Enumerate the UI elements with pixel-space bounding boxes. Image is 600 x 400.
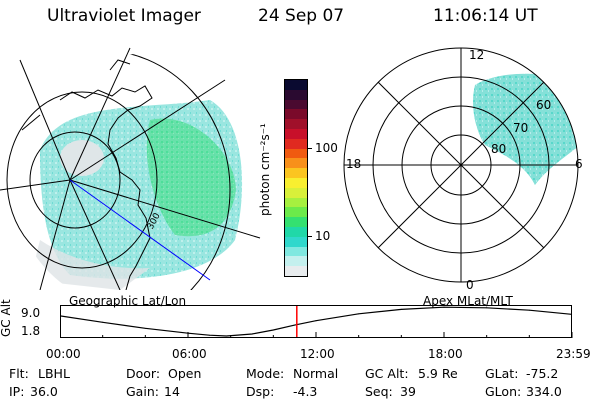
altitude-line — [60, 306, 572, 337]
altitude-point — [144, 327, 146, 329]
altitude-point — [60, 315, 61, 317]
colorbar-swatch — [285, 128, 307, 139]
colorbar-unit-label: photon cm⁻²s⁻¹ — [258, 123, 272, 216]
colorbar-tick-10: 10 — [315, 229, 331, 243]
colorbar-swatch — [285, 138, 307, 149]
altitude-point — [528, 309, 530, 311]
coastline — [59, 85, 153, 290]
ytick-9: 9.0 — [21, 306, 41, 320]
colorbar-swatch — [285, 226, 307, 237]
info-dsp-value: -4.3 — [293, 384, 318, 399]
info-seq-key: Seq: — [365, 384, 393, 399]
left-emission-fringe — [30, 240, 150, 290]
colorbar-swatch — [285, 168, 307, 178]
colorbar-swatch — [285, 99, 307, 110]
xtick-0000: 00:00 — [46, 347, 81, 361]
info-door-key: Door: — [126, 366, 161, 381]
altitude-point — [315, 320, 317, 322]
info-glat-key: GLat: — [485, 366, 519, 381]
sun-direction-line — [69, 179, 211, 281]
left-emission-patch — [60, 140, 104, 176]
colorbar-swatch — [285, 266, 307, 276]
colorbar-swatch — [285, 177, 307, 188]
info-glat-value: -75.2 — [526, 366, 559, 381]
polar-grid — [343, 47, 579, 283]
altitude-point — [294, 324, 296, 326]
instrument-title: Ultraviolet Imager — [47, 6, 201, 26]
timeline-ylabel: GC Alt — [0, 299, 13, 337]
colorbar-swatch — [285, 207, 307, 218]
mlt-6-label: 6 — [575, 157, 583, 171]
altitude-point — [225, 335, 227, 337]
polar-map: 12 18 6 0 60 70 80 — [343, 47, 583, 292]
mlat-80-label: 80 — [491, 142, 506, 156]
mlt-18-label: 18 — [346, 157, 361, 171]
geographic-map: 300 — [0, 47, 261, 290]
altitude-point — [571, 313, 573, 315]
info-gain-value: 14 — [164, 384, 180, 399]
altitude-point — [443, 306, 445, 308]
left-map-grid — [0, 47, 261, 290]
xtick-0600: 06:00 — [172, 347, 207, 361]
altitude-point — [102, 321, 104, 323]
info-dsp-key: Dsp: — [246, 384, 275, 399]
info-mode-key: Mode: — [246, 366, 285, 381]
colorbar-swatch — [285, 256, 307, 267]
info-glon-value: 334.0 — [526, 384, 562, 399]
altitude-point — [187, 332, 189, 334]
ytick-1-8: 1.8 — [21, 324, 41, 338]
xtick-1800: 18:00 — [428, 347, 463, 361]
info-ip-value: 36.0 — [30, 384, 58, 399]
info-gcalt-key: GC Alt: — [365, 366, 409, 381]
mlat-60-label: 60 — [536, 98, 551, 112]
colorbar-swatch — [285, 187, 307, 198]
info-ip-key: IP: — [9, 384, 25, 399]
colorbar-swatch — [285, 197, 307, 208]
info-gcalt-value: 5.9 Re — [418, 366, 458, 381]
timeline-ticks — [60, 332, 573, 338]
polar-auroral-emission — [473, 73, 578, 185]
colorbar-tick-mark — [307, 236, 312, 237]
apex-caption: Apex MLat/MLT — [423, 294, 513, 308]
date-label: 24 Sep 07 — [258, 6, 345, 26]
left-auroral-core — [146, 118, 236, 237]
info-gain-key: Gain: — [126, 384, 159, 399]
colorbar-swatch — [285, 246, 307, 257]
mlt-12-label: 12 — [469, 48, 484, 62]
info-mode-value: Normal — [293, 366, 339, 381]
info-flt-value: LBHL — [38, 366, 70, 381]
geographic-caption: Geographic Lat/Lon — [69, 294, 187, 308]
info-glon-key: GLon: — [485, 384, 522, 399]
info-flt-key: Flt: — [9, 366, 29, 381]
time-label: 11:06:14 UT — [433, 6, 538, 26]
colorbar-tick-mark — [307, 148, 312, 149]
altitude-point — [400, 308, 402, 310]
altitude-point — [251, 333, 253, 335]
mlt-0-label: 0 — [466, 278, 474, 292]
altitude-point — [358, 313, 360, 315]
colorbar-swatch — [285, 236, 307, 247]
altitude-point — [208, 334, 210, 336]
colorbar-swatch — [285, 109, 307, 120]
colorbar-swatch — [285, 80, 307, 90]
xtick-1200: 12:00 — [300, 347, 335, 361]
colorbar-tick-100: 100 — [315, 141, 338, 155]
altitude-point — [272, 329, 274, 331]
colorbar-swatch — [285, 148, 307, 159]
colorbar-swatch — [285, 217, 307, 227]
xtick-2359: 23:59 — [556, 347, 591, 361]
colorbar-swatch — [285, 158, 307, 169]
colorbar-swatch — [285, 119, 307, 129]
colorbar — [284, 79, 308, 277]
colorbar-swatch — [285, 89, 307, 100]
info-door-value: Open — [168, 366, 202, 381]
altitude-point — [486, 307, 488, 309]
altitude-points — [60, 306, 573, 337]
info-seq-value: 39 — [400, 384, 416, 399]
altitude-timeline — [60, 305, 573, 338]
mlat-70-label: 70 — [513, 121, 528, 135]
